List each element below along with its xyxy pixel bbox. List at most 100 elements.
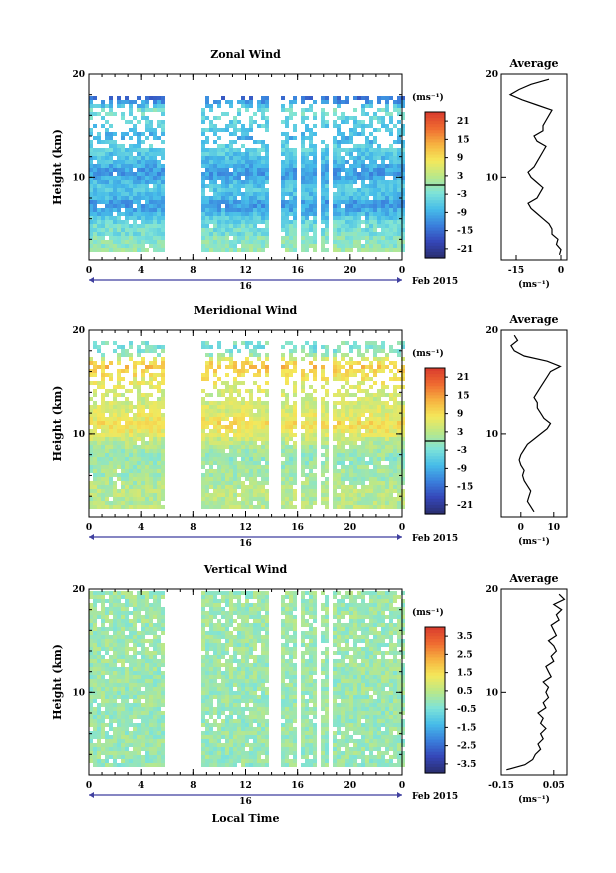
zonal-cell	[357, 212, 361, 216]
zonal-cell	[301, 164, 305, 168]
zonal-cell	[117, 204, 121, 208]
meridional-cell	[213, 457, 217, 461]
meridional-cell	[233, 465, 237, 469]
zonal-cell	[201, 200, 205, 204]
vertical-cell	[105, 703, 109, 707]
meridional-cell	[349, 485, 353, 489]
zonal-cell	[153, 100, 157, 104]
meridional-cell	[313, 365, 317, 369]
meridional-cell	[401, 481, 405, 485]
meridional-cell	[313, 417, 317, 421]
meridional-cell	[377, 409, 381, 413]
zonal-cell	[401, 144, 405, 148]
meridional-cell	[121, 385, 125, 389]
meridional-cell	[137, 417, 141, 421]
meridional-cell	[309, 433, 313, 437]
vertical-cell	[117, 727, 121, 731]
zonal-cell	[337, 212, 341, 216]
vertical-cell	[109, 667, 113, 671]
zonal-cell	[137, 140, 141, 144]
zonal-cell	[237, 152, 241, 156]
zonal-cell	[377, 152, 381, 156]
meridional-cell	[313, 377, 317, 381]
zonal-cell	[245, 244, 249, 248]
zonal-cell	[241, 132, 245, 136]
zonal-cell	[217, 176, 221, 180]
zonal-day-label: 16	[239, 282, 252, 292]
meridional-cell	[365, 429, 369, 433]
meridional-cell	[93, 457, 97, 461]
zonal-cell	[377, 148, 381, 152]
meridional-cell	[265, 365, 269, 369]
zonal-cell	[89, 156, 93, 160]
zonal-cell	[93, 192, 97, 196]
zonal-cell	[253, 148, 257, 152]
zonal-cell	[333, 120, 337, 124]
zonal-cell	[285, 108, 289, 112]
zonal-cell	[325, 188, 329, 192]
meridional-cell	[265, 433, 269, 437]
vertical-cell	[89, 759, 93, 763]
meridional-cell	[101, 453, 105, 457]
zonal-cell	[281, 240, 285, 244]
zonal-cell	[105, 180, 109, 184]
zonal-cell	[357, 220, 361, 224]
zonal-cell	[249, 248, 253, 252]
zonal-cell	[321, 208, 325, 212]
zonal-cell	[349, 244, 353, 248]
meridional-cell	[345, 505, 349, 509]
zonal-cell	[309, 244, 313, 248]
zonal-cell	[333, 144, 337, 148]
vertical-cell	[105, 707, 109, 711]
meridional-cell	[261, 457, 265, 461]
meridional-cell	[313, 485, 317, 489]
meridional-cell	[345, 361, 349, 365]
meridional-cell	[381, 409, 385, 413]
zonal-cell	[105, 132, 109, 136]
meridional-cell	[305, 453, 309, 457]
meridional-cell	[377, 421, 381, 425]
zonal-cell	[229, 216, 233, 220]
meridional-cell	[213, 489, 217, 493]
meridional-cell	[265, 497, 269, 501]
zonal-cell	[337, 216, 341, 220]
zonal-cell	[361, 132, 365, 136]
zonal-cell	[293, 236, 297, 240]
meridional-cell	[145, 413, 149, 417]
meridional-cell	[241, 441, 245, 445]
meridional-cell	[137, 381, 141, 385]
meridional-cell	[133, 385, 137, 389]
zonal-cell	[213, 212, 217, 216]
meridional-cell	[257, 457, 261, 461]
meridional-cell	[389, 361, 393, 365]
zonal-cell	[313, 148, 317, 152]
zonal-cell	[249, 120, 253, 124]
meridional-cell	[145, 401, 149, 405]
zonal-cell	[209, 184, 213, 188]
zonal-cell	[401, 176, 405, 180]
meridional-cell	[245, 433, 249, 437]
vertical-cell	[113, 591, 117, 595]
zonal-cell	[377, 192, 381, 196]
meridional-cell	[225, 425, 229, 429]
zonal-cell	[369, 228, 373, 232]
zonal-cell	[137, 236, 141, 240]
meridional-cell	[221, 449, 225, 453]
zonal-cell	[385, 196, 389, 200]
meridional-cell	[401, 341, 405, 345]
meridional-cell	[261, 497, 265, 501]
zonal-cell	[249, 212, 253, 216]
meridional-cell	[309, 481, 313, 485]
zonal-cell	[105, 248, 109, 252]
zonal-cell	[129, 100, 133, 104]
meridional-cell	[125, 397, 129, 401]
zonal-cell	[293, 100, 297, 104]
meridional-cell	[249, 457, 253, 461]
zonal-cell	[89, 176, 93, 180]
meridional-cell	[233, 381, 237, 385]
meridional-cell	[357, 409, 361, 413]
meridional-cell	[357, 369, 361, 373]
meridional-cell	[125, 473, 129, 477]
zonal-cell	[257, 212, 261, 216]
